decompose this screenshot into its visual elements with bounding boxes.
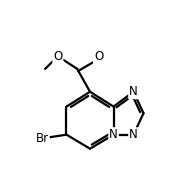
Text: O: O — [53, 50, 63, 63]
Text: N: N — [109, 128, 118, 141]
Text: N: N — [129, 85, 138, 98]
Text: N: N — [129, 128, 138, 141]
Text: Br: Br — [36, 132, 49, 145]
Text: O: O — [94, 50, 103, 63]
